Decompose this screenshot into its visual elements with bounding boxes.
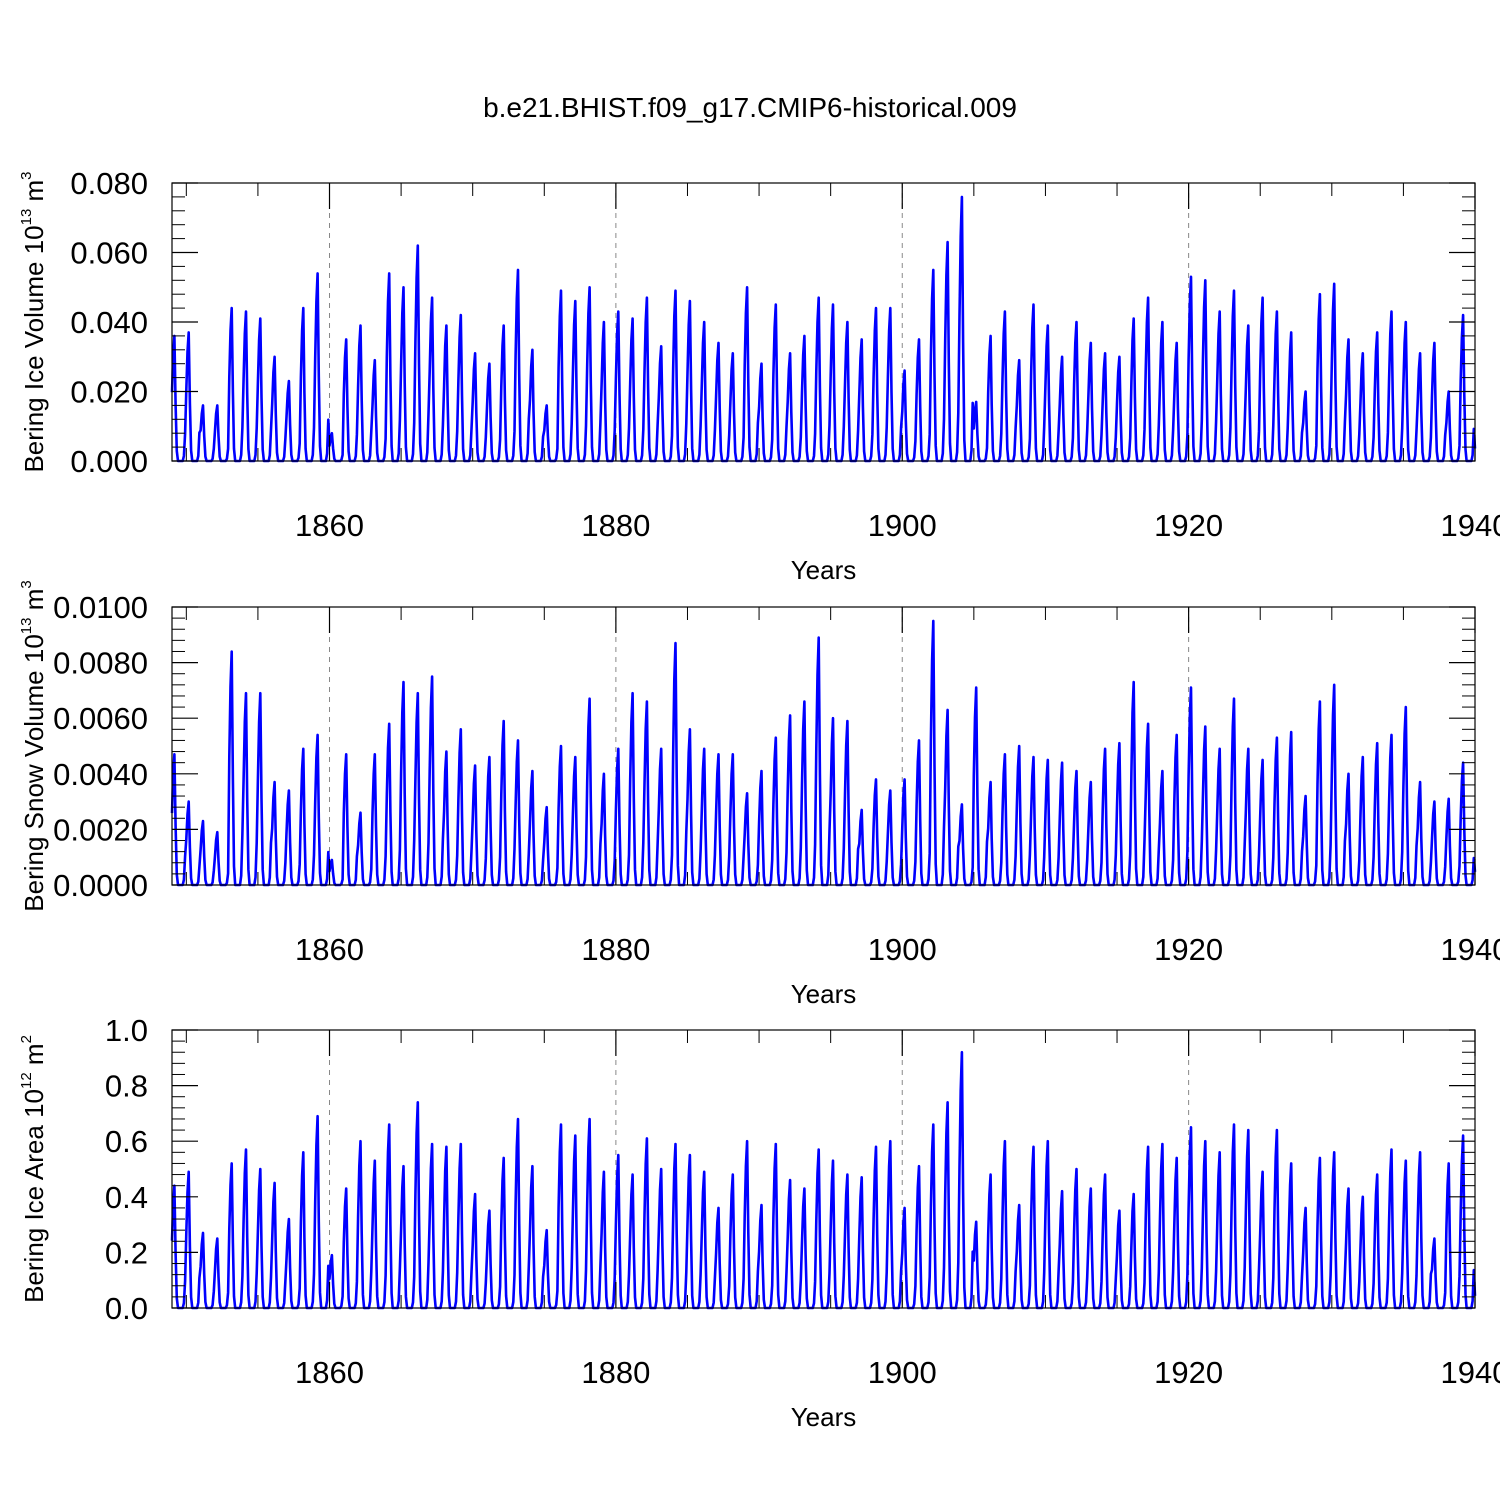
- y-tick-label: 0.2: [105, 1235, 148, 1270]
- x-axis-label: Years: [791, 979, 857, 1009]
- x-tick-label: 1900: [868, 1355, 937, 1390]
- y-axis-label-unit: m: [19, 1043, 49, 1072]
- y-tick-label: 0.0100: [53, 590, 148, 625]
- panels-container: 0.000 0.020 0.040 0.060 0.080 1860 1880 1900 192…: [18, 166, 1500, 1432]
- x-tick-label: 1940: [1441, 508, 1500, 543]
- y-axis-label-text: Bering Ice Volume 10: [19, 225, 49, 472]
- x-tick-label: 1900: [868, 508, 937, 543]
- x-tick-label: 1880: [581, 932, 650, 967]
- y-tick-label: 0.060: [70, 236, 148, 271]
- y-axis-label-text: Bering Ice Area 10: [19, 1089, 49, 1303]
- y-tick-label: 0.080: [70, 166, 148, 201]
- y-tick-label: 0.0060: [53, 701, 148, 736]
- y-axis-label: Bering Snow Volume 1013 m3: [18, 580, 49, 911]
- x-tick-label: 1860: [295, 508, 364, 543]
- x-tick-label: 1920: [1154, 508, 1223, 543]
- y-tick-label: 0.020: [70, 375, 148, 410]
- x-axis-label: Years: [791, 1402, 857, 1432]
- y-tick-label: 0.000: [70, 444, 148, 479]
- y-axis-label-text: Bering Snow Volume 10: [19, 634, 49, 912]
- y-axis-label-exponent: 12: [18, 1072, 35, 1089]
- plot-frame: [171, 606, 1476, 886]
- x-tick-label: 1860: [295, 932, 364, 967]
- y-tick-label: 0.0040: [53, 757, 148, 792]
- x-axis-label: Years: [791, 555, 857, 585]
- y-axis-label-unit: m: [19, 180, 49, 209]
- y-tick-label: 0.0000: [53, 868, 148, 903]
- y-tick-label: 0.0020: [53, 812, 148, 847]
- x-tick-label: 1920: [1154, 1355, 1223, 1390]
- y-tick-label: 0.4: [105, 1180, 148, 1215]
- y-tick-label: 0.0: [105, 1291, 148, 1326]
- x-tick-label: 1900: [868, 932, 937, 967]
- chart-panel-1: 0.000 0.020 0.040 0.060 0.080 1860 1880 1900 192…: [18, 166, 1500, 585]
- y-axis-label-unit-exponent: 3: [18, 171, 35, 179]
- x-tick-label: 1940: [1441, 1355, 1500, 1390]
- y-tick-label: 0.0080: [53, 646, 148, 681]
- y-tick-label: 0.8: [105, 1069, 148, 1104]
- y-axis-label-unit-exponent: 3: [18, 580, 35, 588]
- y-axis-label-unit-exponent: 2: [18, 1035, 35, 1043]
- chart-title: b.e21.BHIST.f09_g17.CMIP6-historical.009: [483, 92, 1017, 123]
- y-tick-label: 0.6: [105, 1124, 148, 1159]
- y-axis-label-unit: m: [19, 589, 49, 618]
- chart-panel-3: 0.0 0.2 0.4 0.6 0.8 1.0 1860 1880 1900 1920 1940 Ye…: [18, 1013, 1500, 1432]
- y-axis-label: Bering Ice Volume 1013 m3: [18, 171, 49, 472]
- x-tick-label: 1860: [295, 1355, 364, 1390]
- x-tick-label: 1880: [581, 508, 650, 543]
- x-tick-label: 1920: [1154, 932, 1223, 967]
- y-tick-label: 0.040: [70, 305, 148, 340]
- plot-frame: [171, 1029, 1476, 1309]
- y-tick-label: 1.0: [105, 1013, 148, 1048]
- x-tick-label: 1940: [1441, 932, 1500, 967]
- y-axis-label: Bering Ice Area 1012 m2: [18, 1035, 49, 1303]
- chart-panel-2: 0.0000 0.0020 0.0040 0.0060 0.0080 0.0100 1860…: [18, 580, 1500, 1009]
- y-axis-label-exponent: 13: [18, 209, 35, 226]
- x-tick-label: 1880: [581, 1355, 650, 1390]
- y-axis-label-exponent: 13: [18, 618, 35, 635]
